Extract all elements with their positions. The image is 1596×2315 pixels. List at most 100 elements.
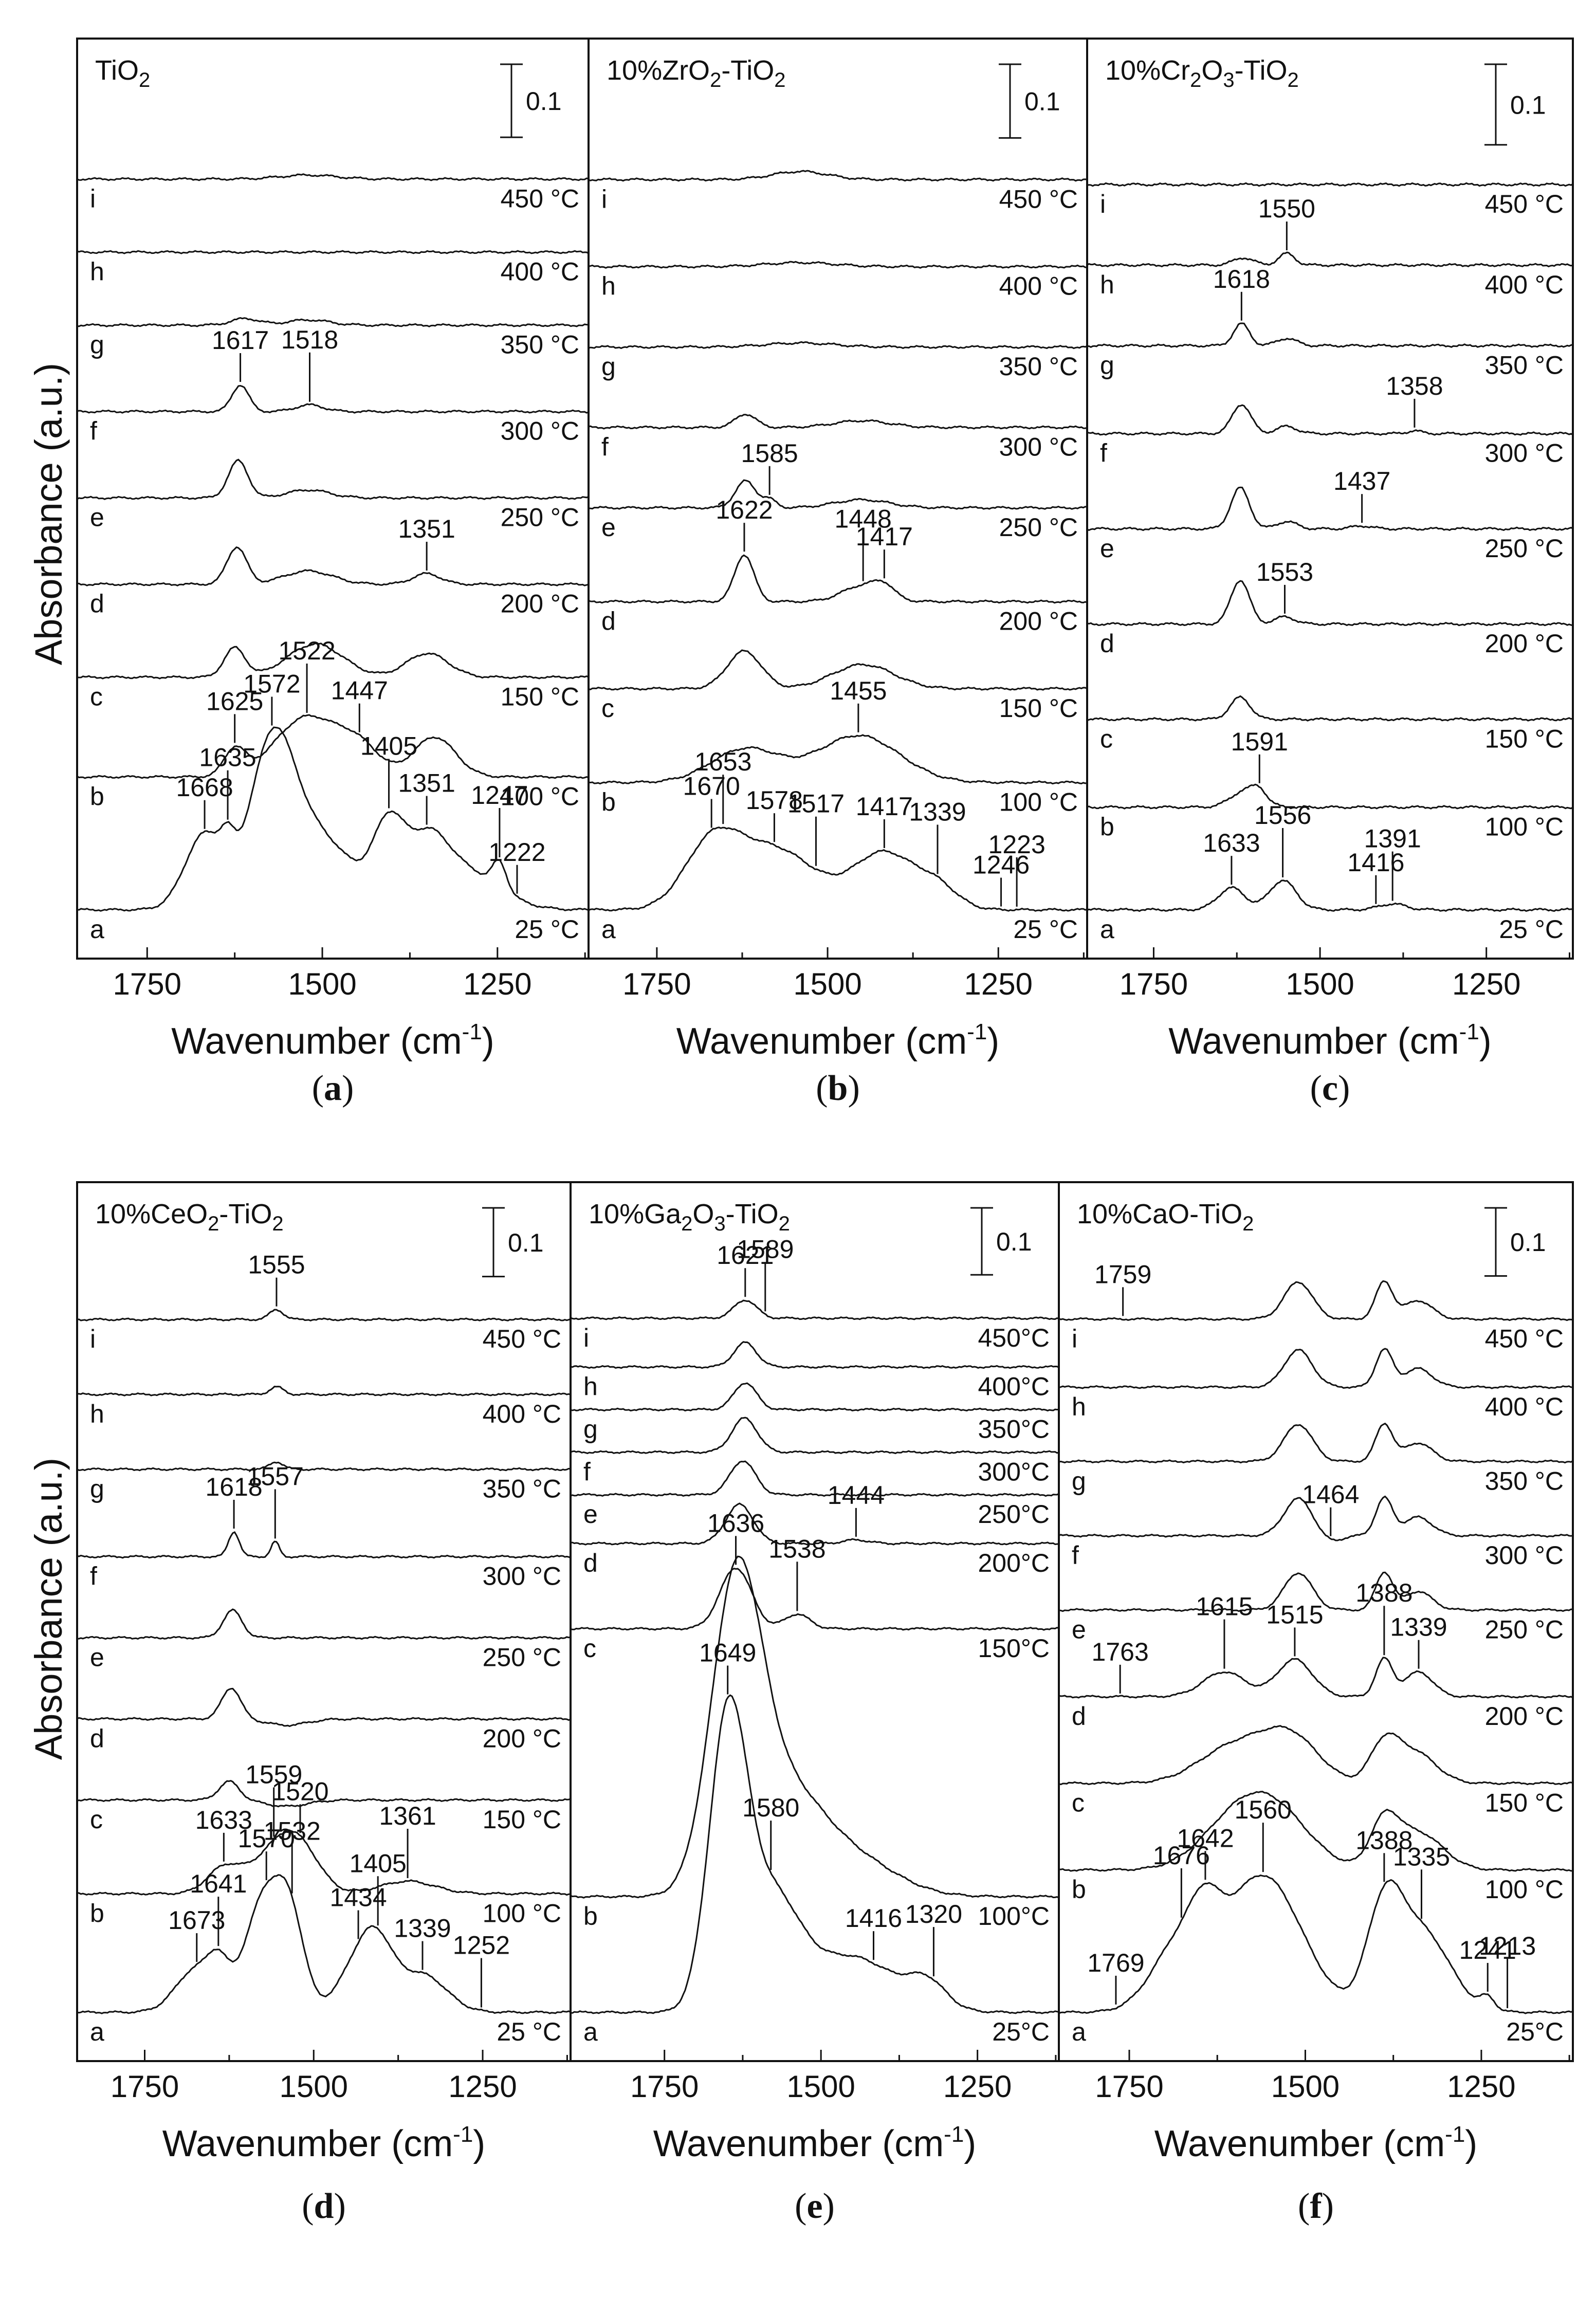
x-tick-label-1250: 1250: [943, 2069, 1012, 2104]
series-line-i: [77, 173, 589, 181]
peak-label-1550: 1550: [1258, 194, 1315, 223]
series-line-c: [570, 1568, 1059, 1631]
scale-bar: 0.1: [999, 63, 1060, 139]
series-letter-b: b: [601, 787, 616, 816]
series-temp-g: 350°C: [978, 1414, 1050, 1443]
peak-label-1538: 1538: [768, 1534, 825, 1563]
panel-caption: (f): [1298, 2187, 1334, 2226]
series-letter-b: b: [90, 1899, 104, 1927]
series-temp-d: 200 °C: [999, 607, 1078, 635]
peak-label-1591: 1591: [1231, 727, 1288, 756]
peak-label-1437: 1437: [1333, 467, 1390, 495]
peak-label-1589: 1589: [737, 1235, 794, 1263]
plot-frame: [1086, 38, 1574, 960]
series-line-b: [77, 1830, 571, 1896]
series-temp-a: 25 °C: [515, 915, 579, 944]
series-line-f: [77, 1531, 571, 1559]
series-temp-g: 350 °C: [1485, 1466, 1564, 1495]
series-letter-i: i: [601, 185, 607, 213]
x-tick-label-1500: 1500: [288, 967, 356, 1001]
x-tick-label-1500: 1500: [1271, 2069, 1340, 2104]
plot-frame: [76, 1181, 572, 2062]
plot-frame: [1058, 1181, 1574, 2062]
series-letter-c: c: [583, 1634, 596, 1663]
series-temp-h: 400 °C: [1485, 270, 1564, 299]
peak-label-1246: 1246: [973, 851, 1030, 879]
series-temp-f: 300°C: [978, 1457, 1050, 1486]
series-letter-d: d: [583, 1549, 598, 1577]
series-line-h: [570, 1341, 1059, 1369]
series-line-a: [1087, 879, 1573, 912]
series-line-i: [77, 1309, 571, 1322]
peak-label-1578: 1578: [746, 786, 803, 815]
series-letter-e: e: [90, 1643, 104, 1671]
peak-label-1351: 1351: [398, 769, 455, 798]
series-letter-g: g: [583, 1414, 598, 1443]
series-line-f: [1058, 1495, 1573, 1541]
series-temp-a: 25 °C: [1013, 915, 1078, 944]
series-line-d: [1058, 1657, 1573, 1699]
series-line-a: [1058, 1875, 1573, 2014]
series-letter-b: b: [1100, 812, 1114, 841]
peak-label-1388: 1388: [1355, 1826, 1412, 1854]
scale-bar: 0.1: [1484, 1207, 1546, 1277]
series-line-h: [77, 250, 589, 254]
peak-label-1618: 1618: [1213, 265, 1270, 293]
peak-label-1769: 1769: [1087, 1949, 1144, 1977]
series-temp-g: 350 °C: [999, 352, 1078, 381]
peak-label-1670: 1670: [683, 771, 740, 800]
series-temp-f: 300 °C: [483, 1562, 561, 1591]
series-line-a: [77, 1874, 571, 2014]
series-line-g: [570, 1382, 1059, 1412]
peak-label-1416: 1416: [845, 1904, 902, 1933]
series-temp-c: 150°C: [978, 1634, 1050, 1663]
peak-label-1361: 1361: [379, 1802, 436, 1830]
series-line-g: [77, 1461, 571, 1472]
peak-label-1517: 1517: [787, 789, 845, 818]
x-tick-label-1500: 1500: [793, 967, 861, 1001]
x-tick-label-1250: 1250: [463, 967, 531, 1001]
x-tick-label-1250: 1250: [448, 2069, 517, 2104]
series-letter-f: f: [90, 417, 97, 446]
peak-label-1416: 1416: [1347, 848, 1404, 877]
peak-label-1518: 1518: [281, 325, 338, 354]
peak-label-1585: 1585: [741, 439, 798, 468]
peak-label-1222: 1222: [488, 838, 545, 867]
peak-label-1515: 1515: [1266, 1600, 1323, 1629]
scale-bar: 0.1: [482, 1207, 544, 1278]
peak-label-1673: 1673: [168, 1906, 225, 1935]
peak-label-1633: 1633: [1203, 829, 1260, 857]
series-line-a: [570, 1694, 1059, 2014]
peak-label-1625: 1625: [206, 687, 263, 715]
series-line-h: [77, 1386, 571, 1397]
peak-label-1417: 1417: [856, 522, 913, 551]
series-line-f: [77, 384, 589, 414]
series-line-f: [1087, 404, 1573, 436]
series-letter-a: a: [583, 2017, 598, 2046]
series-letter-a: a: [90, 915, 104, 944]
series-temp-c: 150 °C: [483, 1805, 561, 1834]
peak-label-1213: 1213: [1479, 1932, 1536, 1960]
series-temp-b: 100 °C: [1485, 1875, 1564, 1904]
series-line-b: [1087, 783, 1573, 810]
series-temp-h: 400 °C: [1485, 1392, 1564, 1421]
series-temp-a: 25 °C: [1499, 915, 1564, 944]
series-letter-d: d: [90, 590, 104, 618]
panel-caption: (d): [302, 2187, 346, 2226]
x-axis-label: Wavenumber (cm-1): [1168, 1019, 1492, 1062]
series-letter-i: i: [583, 1324, 589, 1352]
peak-label-1320: 1320: [905, 1900, 962, 1928]
y-axis-label-top: Absorbance (a.u.): [27, 363, 70, 665]
panel-title: 10%Ga2O3-TiO2: [589, 1199, 790, 1235]
series-temp-d: 200 °C: [1485, 629, 1564, 658]
series-temp-h: 400 °C: [999, 272, 1078, 301]
series-line-e: [1087, 486, 1573, 531]
peak-label-1618: 1618: [205, 1473, 262, 1501]
series-letter-d: d: [601, 607, 616, 635]
series-temp-f: 300 °C: [1485, 439, 1564, 468]
series-temp-i: 450 °C: [1485, 190, 1564, 218]
series-letter-c: c: [90, 1805, 103, 1834]
series-temp-f: 300 °C: [1485, 1541, 1564, 1570]
series-temp-b: 100 °C: [1485, 812, 1564, 841]
